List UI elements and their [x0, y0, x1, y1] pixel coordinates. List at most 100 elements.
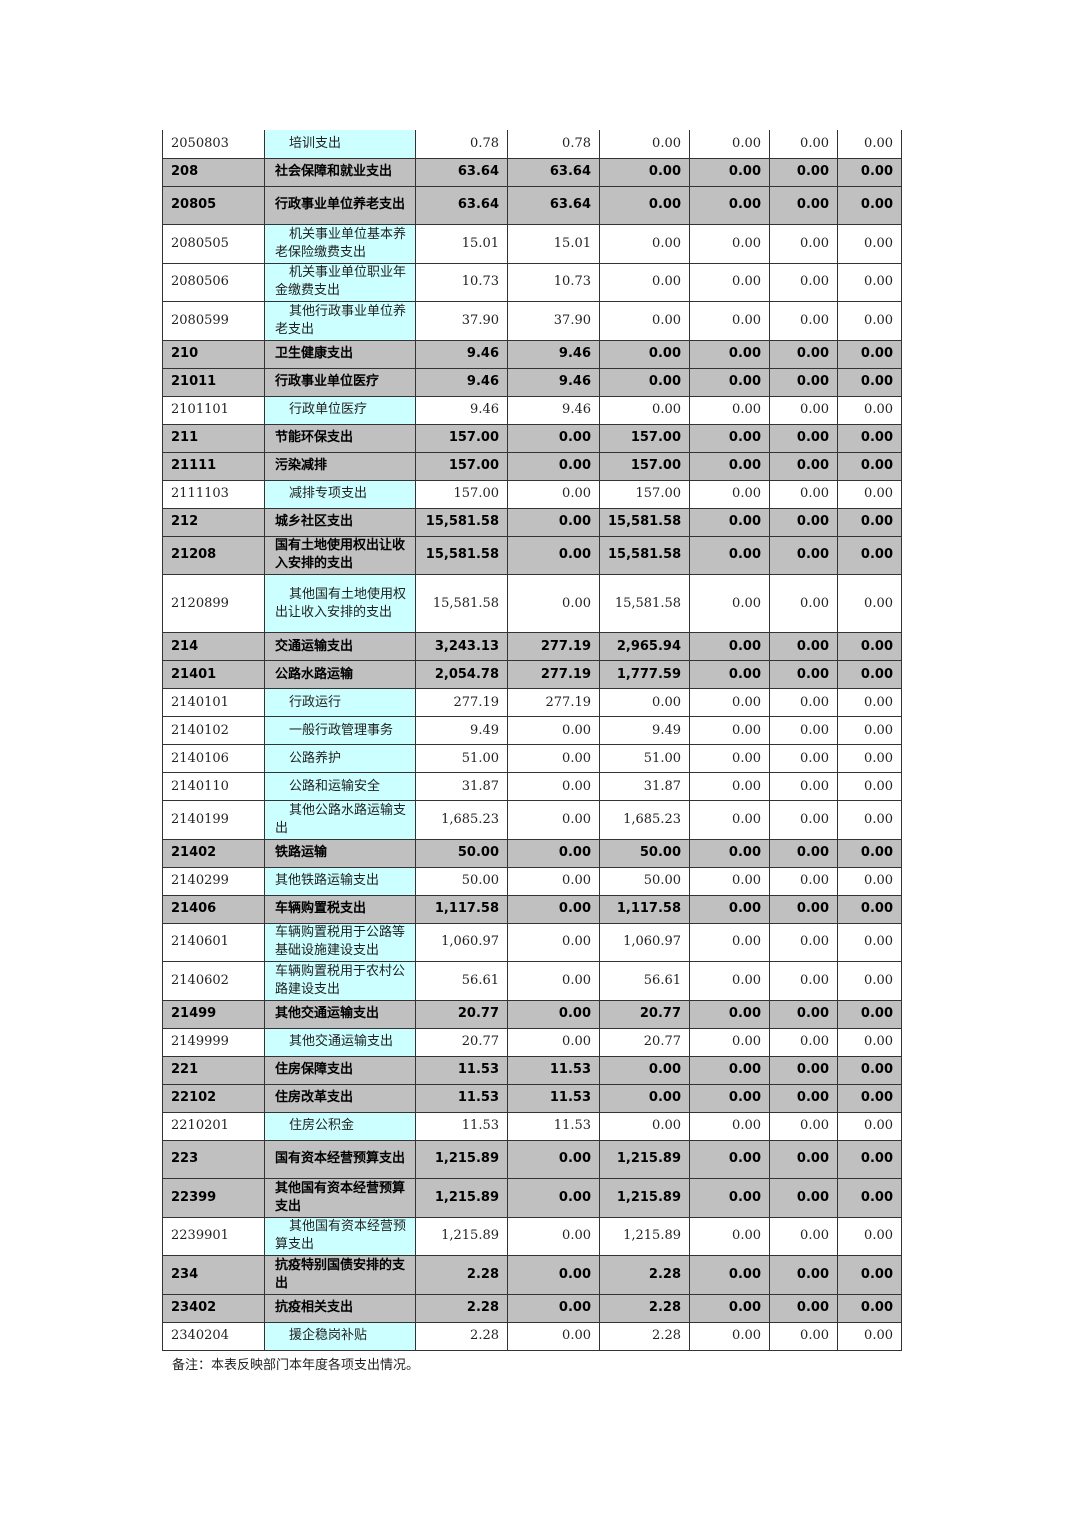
amount-cell: 1,215.89 — [599, 1139, 690, 1179]
amount-cell: 0.00 — [689, 1293, 770, 1323]
amount-cell: 0.00 — [599, 301, 690, 341]
amount-cell: 0.00 — [689, 1321, 770, 1351]
amount-cell: 0.00 — [769, 395, 838, 425]
subject-code: 2140110 — [162, 772, 265, 801]
amount-cell: 0.00 — [507, 894, 600, 924]
amount-cell: 0.00 — [689, 716, 770, 745]
amount-cell: 0.00 — [769, 922, 838, 962]
amount-cell: 50.00 — [415, 838, 508, 868]
amount-cell: 63.64 — [415, 157, 508, 187]
subject-name: 一般行政管理事务 — [264, 716, 416, 745]
amount-cell: 0.00 — [599, 688, 690, 717]
amount-cell: 0.00 — [689, 574, 770, 633]
table-row: 2140299 其他铁路运输支出 50.00 0.00 50.00 0.00 0.00 0.0… — [162, 866, 902, 896]
amount-cell: 0.00 — [837, 479, 902, 509]
amount-cell: 0.00 — [837, 574, 902, 633]
subject-name: 其他交通运输支出 — [264, 999, 416, 1029]
amount-cell: 0.00 — [837, 262, 902, 302]
amount-cell: 0.00 — [837, 922, 902, 962]
subject-name: 机关事业单位职业年金缴费支出 — [264, 262, 416, 302]
subject-code: 2140199 — [162, 800, 265, 840]
amount-cell: 63.64 — [415, 185, 508, 225]
amount-cell: 9.46 — [415, 395, 508, 425]
summary-row: 210 卫生健康支出 9.46 9.46 0.00 0.00 0.00 0.00 — [162, 339, 902, 369]
subject-code: 234 — [162, 1255, 265, 1295]
amount-cell: 0.00 — [769, 574, 838, 633]
summary-row: 21401 公路水路运输 2,054.78 277.19 1,777.59 0.00 0.0… — [162, 660, 902, 689]
amount-cell: 0.00 — [769, 339, 838, 369]
table-row: 2239901 其他国有资本经营预算支出 1,215.89 0.00 1,215.89 0… — [162, 1216, 902, 1256]
amount-cell: 0.00 — [507, 1178, 600, 1218]
amount-cell: 0.00 — [507, 1321, 600, 1351]
amount-cell: 10.73 — [415, 262, 508, 302]
amount-cell: 0.00 — [837, 1111, 902, 1141]
amount-cell: 277.19 — [507, 688, 600, 717]
amount-cell: 9.46 — [415, 367, 508, 397]
summary-row: 21499 其他交通运输支出 20.77 0.00 20.77 0.00 0.00 0.00 — [162, 999, 902, 1029]
amount-cell: 0.00 — [769, 632, 838, 661]
subject-name: 机关事业单位基本养老保险缴费支出 — [264, 224, 416, 264]
subject-name: 减排专项支出 — [264, 479, 416, 509]
amount-cell: 277.19 — [507, 632, 600, 661]
amount-cell: 0.00 — [689, 838, 770, 868]
amount-cell: 0.00 — [837, 157, 902, 187]
summary-row: 234 抗疫特别国债安排的支出 2.28 0.00 2.28 0.00 0.00 0.00 — [162, 1255, 902, 1295]
amount-cell: 0.00 — [769, 1139, 838, 1179]
amount-cell: 0.00 — [689, 395, 770, 425]
amount-cell: 0.00 — [689, 224, 770, 264]
subject-code: 2080505 — [162, 224, 265, 264]
amount-cell: 0.00 — [769, 130, 838, 159]
subject-name: 抗疫相关支出 — [264, 1293, 416, 1323]
expenditure-table: 2050803 培训支出 0.78 0.78 0.00 0.00 0.00 0.00 208 社会… — [162, 130, 902, 1351]
amount-cell: 0.00 — [837, 395, 902, 425]
amount-cell: 0.00 — [689, 772, 770, 801]
subject-code: 2149999 — [162, 1027, 265, 1057]
amount-cell: 0.00 — [507, 423, 600, 453]
table-row: 2111103 减排专项支出 157.00 0.00 157.00 0.00 0.00 0.0… — [162, 479, 902, 509]
amount-cell: 1,777.59 — [599, 660, 690, 689]
subject-code: 212 — [162, 507, 265, 537]
subject-code: 21402 — [162, 838, 265, 868]
subject-name: 污染减排 — [264, 451, 416, 481]
amount-cell: 9.46 — [415, 339, 508, 369]
subject-name: 其他铁路运输支出 — [264, 866, 416, 896]
amount-cell: 0.00 — [769, 688, 838, 717]
amount-cell: 0.00 — [689, 866, 770, 896]
amount-cell: 0.00 — [507, 744, 600, 773]
subject-code: 21406 — [162, 894, 265, 924]
amount-cell: 0.00 — [837, 660, 902, 689]
amount-cell: 0.00 — [769, 866, 838, 896]
amount-cell: 0.00 — [837, 772, 902, 801]
amount-cell: 2.28 — [599, 1293, 690, 1323]
subject-name: 国有土地使用权出让收入安排的支出 — [264, 535, 416, 575]
amount-cell: 0.78 — [415, 130, 508, 159]
amount-cell: 2,054.78 — [415, 660, 508, 689]
table-row: 2080505 机关事业单位基本养老保险缴费支出 15.01 15.01 0.00 0.0… — [162, 224, 902, 264]
subject-name: 公路和运输安全 — [264, 772, 416, 801]
amount-cell: 0.00 — [769, 535, 838, 575]
subject-code: 2140106 — [162, 744, 265, 773]
amount-cell: 0.00 — [837, 1216, 902, 1256]
amount-cell: 0.00 — [507, 772, 600, 801]
subject-name: 其他国有土地使用权出让收入安排的支出 — [264, 574, 416, 633]
amount-cell: 0.00 — [837, 894, 902, 924]
amount-cell: 0.00 — [837, 1321, 902, 1351]
amount-cell: 0.00 — [769, 224, 838, 264]
amount-cell: 1,685.23 — [599, 800, 690, 840]
amount-cell: 9.49 — [599, 716, 690, 745]
subject-code: 223 — [162, 1139, 265, 1179]
subject-code: 2140299 — [162, 866, 265, 896]
amount-cell: 0.00 — [689, 185, 770, 225]
amount-cell: 2.28 — [599, 1255, 690, 1295]
amount-cell: 0.00 — [837, 1255, 902, 1295]
amount-cell: 0.00 — [837, 1083, 902, 1113]
amount-cell: 0.00 — [507, 574, 600, 633]
amount-cell: 0.00 — [507, 1027, 600, 1057]
subject-name: 城乡社区支出 — [264, 507, 416, 537]
amount-cell: 277.19 — [415, 688, 508, 717]
amount-cell: 0.00 — [507, 800, 600, 840]
subject-code: 210 — [162, 339, 265, 369]
amount-cell: 0.00 — [769, 507, 838, 537]
amount-cell: 1,060.97 — [415, 922, 508, 962]
subject-name: 援企稳岗补贴 — [264, 1321, 416, 1351]
